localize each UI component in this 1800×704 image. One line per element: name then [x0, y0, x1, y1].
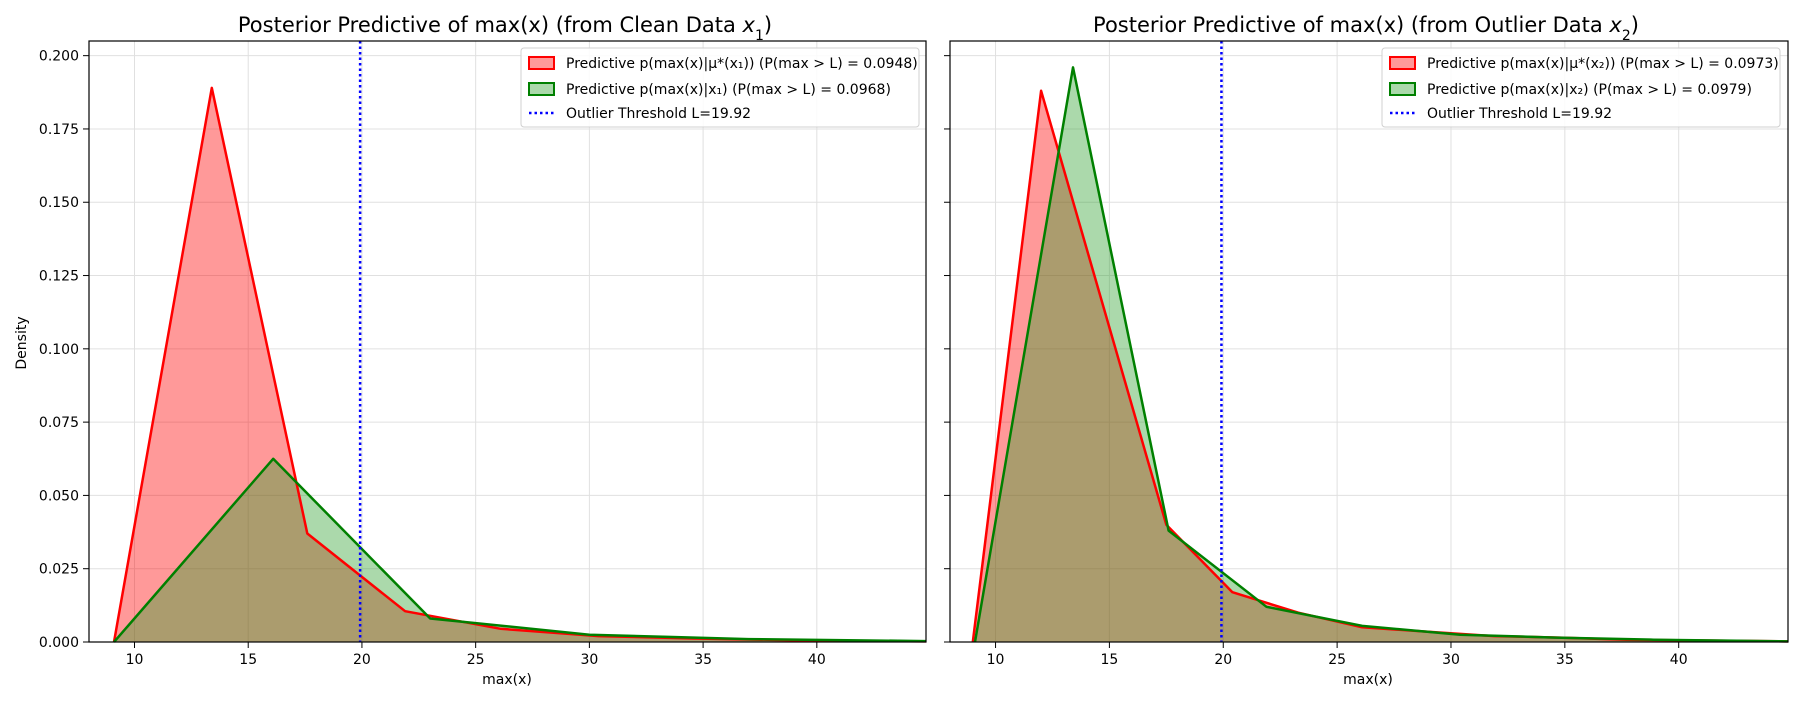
axes-frame — [949, 40, 1789, 643]
series-area-1 — [975, 67, 1788, 642]
x-axis-label: max(x) — [1343, 672, 1393, 688]
x-tick-label: 20 — [353, 652, 371, 668]
legend-label: Outlier Threshold L=19.92 — [1427, 106, 1612, 122]
legend-label: Predictive p(max(x)|x₁) (P(max > L) = 0.… — [566, 82, 891, 98]
chart-panel-clean: Posterior Predictive of max(x) (from Cle… — [14, 13, 927, 688]
x-tick-label: 25 — [467, 652, 485, 668]
y-tick-label: 0.000 — [39, 635, 79, 651]
x-tick-label: 35 — [694, 652, 712, 668]
legend-swatch-red — [1389, 56, 1416, 70]
series-lines — [112, 86, 927, 643]
y-tick-label: 0.175 — [39, 122, 79, 138]
x-tick-label: 15 — [239, 652, 257, 668]
x-tick-label: 40 — [1670, 652, 1688, 668]
legend-label: Predictive p(max(x)|μ*(x₁)) (P(max > L) … — [566, 56, 918, 72]
series-line-1 — [113, 457, 927, 643]
chart-panel-outlier: Posterior Predictive of max(x) (from Out… — [944, 13, 1789, 688]
series-lines — [971, 66, 1789, 643]
series-area-0 — [972, 90, 1788, 643]
legend-swatch-green — [1389, 82, 1416, 96]
legend-box — [1381, 47, 1781, 128]
y-tick-label: 0.150 — [39, 195, 79, 211]
x-tick-label: 35 — [1556, 652, 1574, 668]
grid — [89, 41, 926, 643]
legend-label: Predictive p(max(x)|x₂) (P(max > L) = 0.… — [1427, 82, 1752, 98]
y-tick-label: 0.200 — [39, 49, 79, 65]
grid — [950, 41, 1788, 643]
x-tick-label: 25 — [1328, 652, 1346, 668]
y-tick-label: 0.100 — [39, 342, 79, 358]
legend-swatch-green — [528, 82, 555, 96]
x-tick-label: 30 — [580, 652, 598, 668]
y-axis-label: Density — [14, 316, 30, 369]
series-fills — [972, 67, 1788, 643]
chart-title: Posterior Predictive of max(x) (from Cle… — [238, 13, 772, 44]
y-tick-label: 0.050 — [39, 488, 79, 504]
y-tick-label: 0.075 — [39, 415, 79, 431]
x-tick-label: 40 — [808, 652, 826, 668]
x-tick-label: 10 — [126, 652, 144, 668]
legend-label: Outlier Threshold L=19.92 — [566, 106, 751, 122]
ticks: 10 15 20 25 30 35 40 — [944, 55, 1688, 668]
x-axis-label: max(x) — [482, 672, 532, 688]
y-tick-label: 0.125 — [39, 269, 79, 285]
legend: Predictive p(max(x)|μ*(x₂)) (P(max > L) … — [1381, 47, 1781, 128]
x-tick-label: 10 — [987, 652, 1005, 668]
legend-box — [520, 47, 920, 128]
x-tick-label: 15 — [1100, 652, 1118, 668]
chart-title: Posterior Predictive of max(x) (from Out… — [1093, 13, 1639, 44]
series-area-0 — [114, 87, 926, 642]
legend: Predictive p(max(x)|μ*(x₁)) (P(max > L) … — [520, 47, 920, 128]
x-tick-label: 20 — [1214, 652, 1232, 668]
axes-frame — [88, 40, 927, 643]
x-tick-label: 30 — [1442, 652, 1460, 668]
legend-swatch-red — [528, 56, 555, 70]
y-tick-label: 0.025 — [39, 562, 79, 578]
legend-label: Predictive p(max(x)|μ*(x₂)) (P(max > L) … — [1427, 56, 1779, 72]
ticks: 0.000 0.025 0.050 0.075 0.100 0.125 0.150 0.175… — [39, 49, 826, 668]
series-line-1 — [973, 66, 1789, 643]
